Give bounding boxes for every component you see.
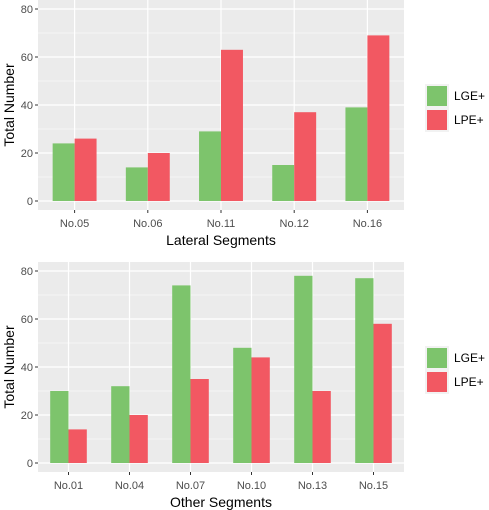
y-tick-label: 40 xyxy=(21,100,33,112)
bar-lgeplus-no11 xyxy=(199,131,221,201)
bar-lpeplus-no05 xyxy=(74,138,97,201)
bar-lpeplus-no04 xyxy=(129,415,148,463)
y-tick-label: 20 xyxy=(21,148,33,160)
y-tick-label: 60 xyxy=(21,52,33,64)
bar-lpeplus-no06 xyxy=(147,153,170,201)
bar-lpeplus-no13 xyxy=(312,391,331,463)
bar-lgeplus-no10 xyxy=(233,347,252,463)
legend-swatch-lgeplus xyxy=(427,86,447,106)
y-tick-label: 80 xyxy=(21,266,33,278)
x-axis-title: Other Segments xyxy=(170,494,272,510)
legend-label-lpeplus: LPE+ xyxy=(454,113,484,127)
x-tick-label: No.05 xyxy=(60,218,89,230)
bar-lpeplus-no15 xyxy=(373,323,392,463)
bar-lpeplus-no10 xyxy=(251,357,270,463)
bar-lgeplus-no12 xyxy=(272,165,295,201)
legend: LGE+ LPE+ xyxy=(425,84,485,132)
y-tick-label: 40 xyxy=(21,362,33,374)
y-axis-title: Total Number xyxy=(1,325,17,409)
legend-label-lpeplus: LPE+ xyxy=(454,375,484,389)
bar-lgeplus-no07 xyxy=(172,285,191,463)
legend-swatch-lpeplus xyxy=(427,110,447,130)
legend-swatch-lgeplus xyxy=(427,348,447,368)
legend-label-lgeplus: LGE+ xyxy=(454,89,485,103)
chart-lateral-segments: 0 20 40 60 80 No.05 No.06 No.11 No.12 No.16 Latera… xyxy=(1,0,485,248)
y-axis-title: Total Number xyxy=(1,63,17,147)
bar-lpeplus-no07 xyxy=(190,379,209,463)
bar-lpeplus-no11 xyxy=(221,49,243,201)
x-tick-label: No.16 xyxy=(353,218,382,230)
y-tick-label: 0 xyxy=(27,196,33,208)
bar-lgeplus-no15 xyxy=(355,278,374,463)
x-tick-label: No.07 xyxy=(176,480,205,492)
x-tick-label: No.04 xyxy=(115,480,144,492)
chart-other-segments: 0 20 40 60 80 No.01 No.04 No.07 No.10 No.13 No.15 O… xyxy=(1,262,485,510)
y-tick-label: 20 xyxy=(21,410,33,422)
x-tick-label: No.11 xyxy=(207,218,236,230)
bar-lgeplus-no05 xyxy=(52,143,75,201)
legend-label-lgeplus: LGE+ xyxy=(454,351,485,365)
bar-lgeplus-no16 xyxy=(345,107,368,201)
bar-lgeplus-no06 xyxy=(125,167,148,201)
x-tick-label: No.15 xyxy=(359,480,388,492)
bar-lgeplus-no01 xyxy=(50,391,69,463)
x-tick-label: No.13 xyxy=(298,480,327,492)
bar-lpeplus-no01 xyxy=(68,429,87,463)
y-tick-label: 60 xyxy=(21,314,33,326)
x-tick-label: No.12 xyxy=(280,218,309,230)
x-axis-title: Lateral Segments xyxy=(166,232,276,248)
legend: LGE+ LPE+ xyxy=(425,346,485,394)
legend-swatch-lpeplus xyxy=(427,372,447,392)
bar-lpeplus-no16 xyxy=(367,35,390,202)
bar-lgeplus-no13 xyxy=(294,275,313,463)
y-tick-label: 80 xyxy=(21,4,33,16)
x-tick-label: No.06 xyxy=(133,218,162,230)
bar-lgeplus-no04 xyxy=(111,386,130,463)
x-tick-label: No.01 xyxy=(54,480,83,492)
y-tick-label: 0 xyxy=(27,458,33,470)
bar-lpeplus-no12 xyxy=(294,112,317,201)
x-tick-label: No.10 xyxy=(237,480,266,492)
